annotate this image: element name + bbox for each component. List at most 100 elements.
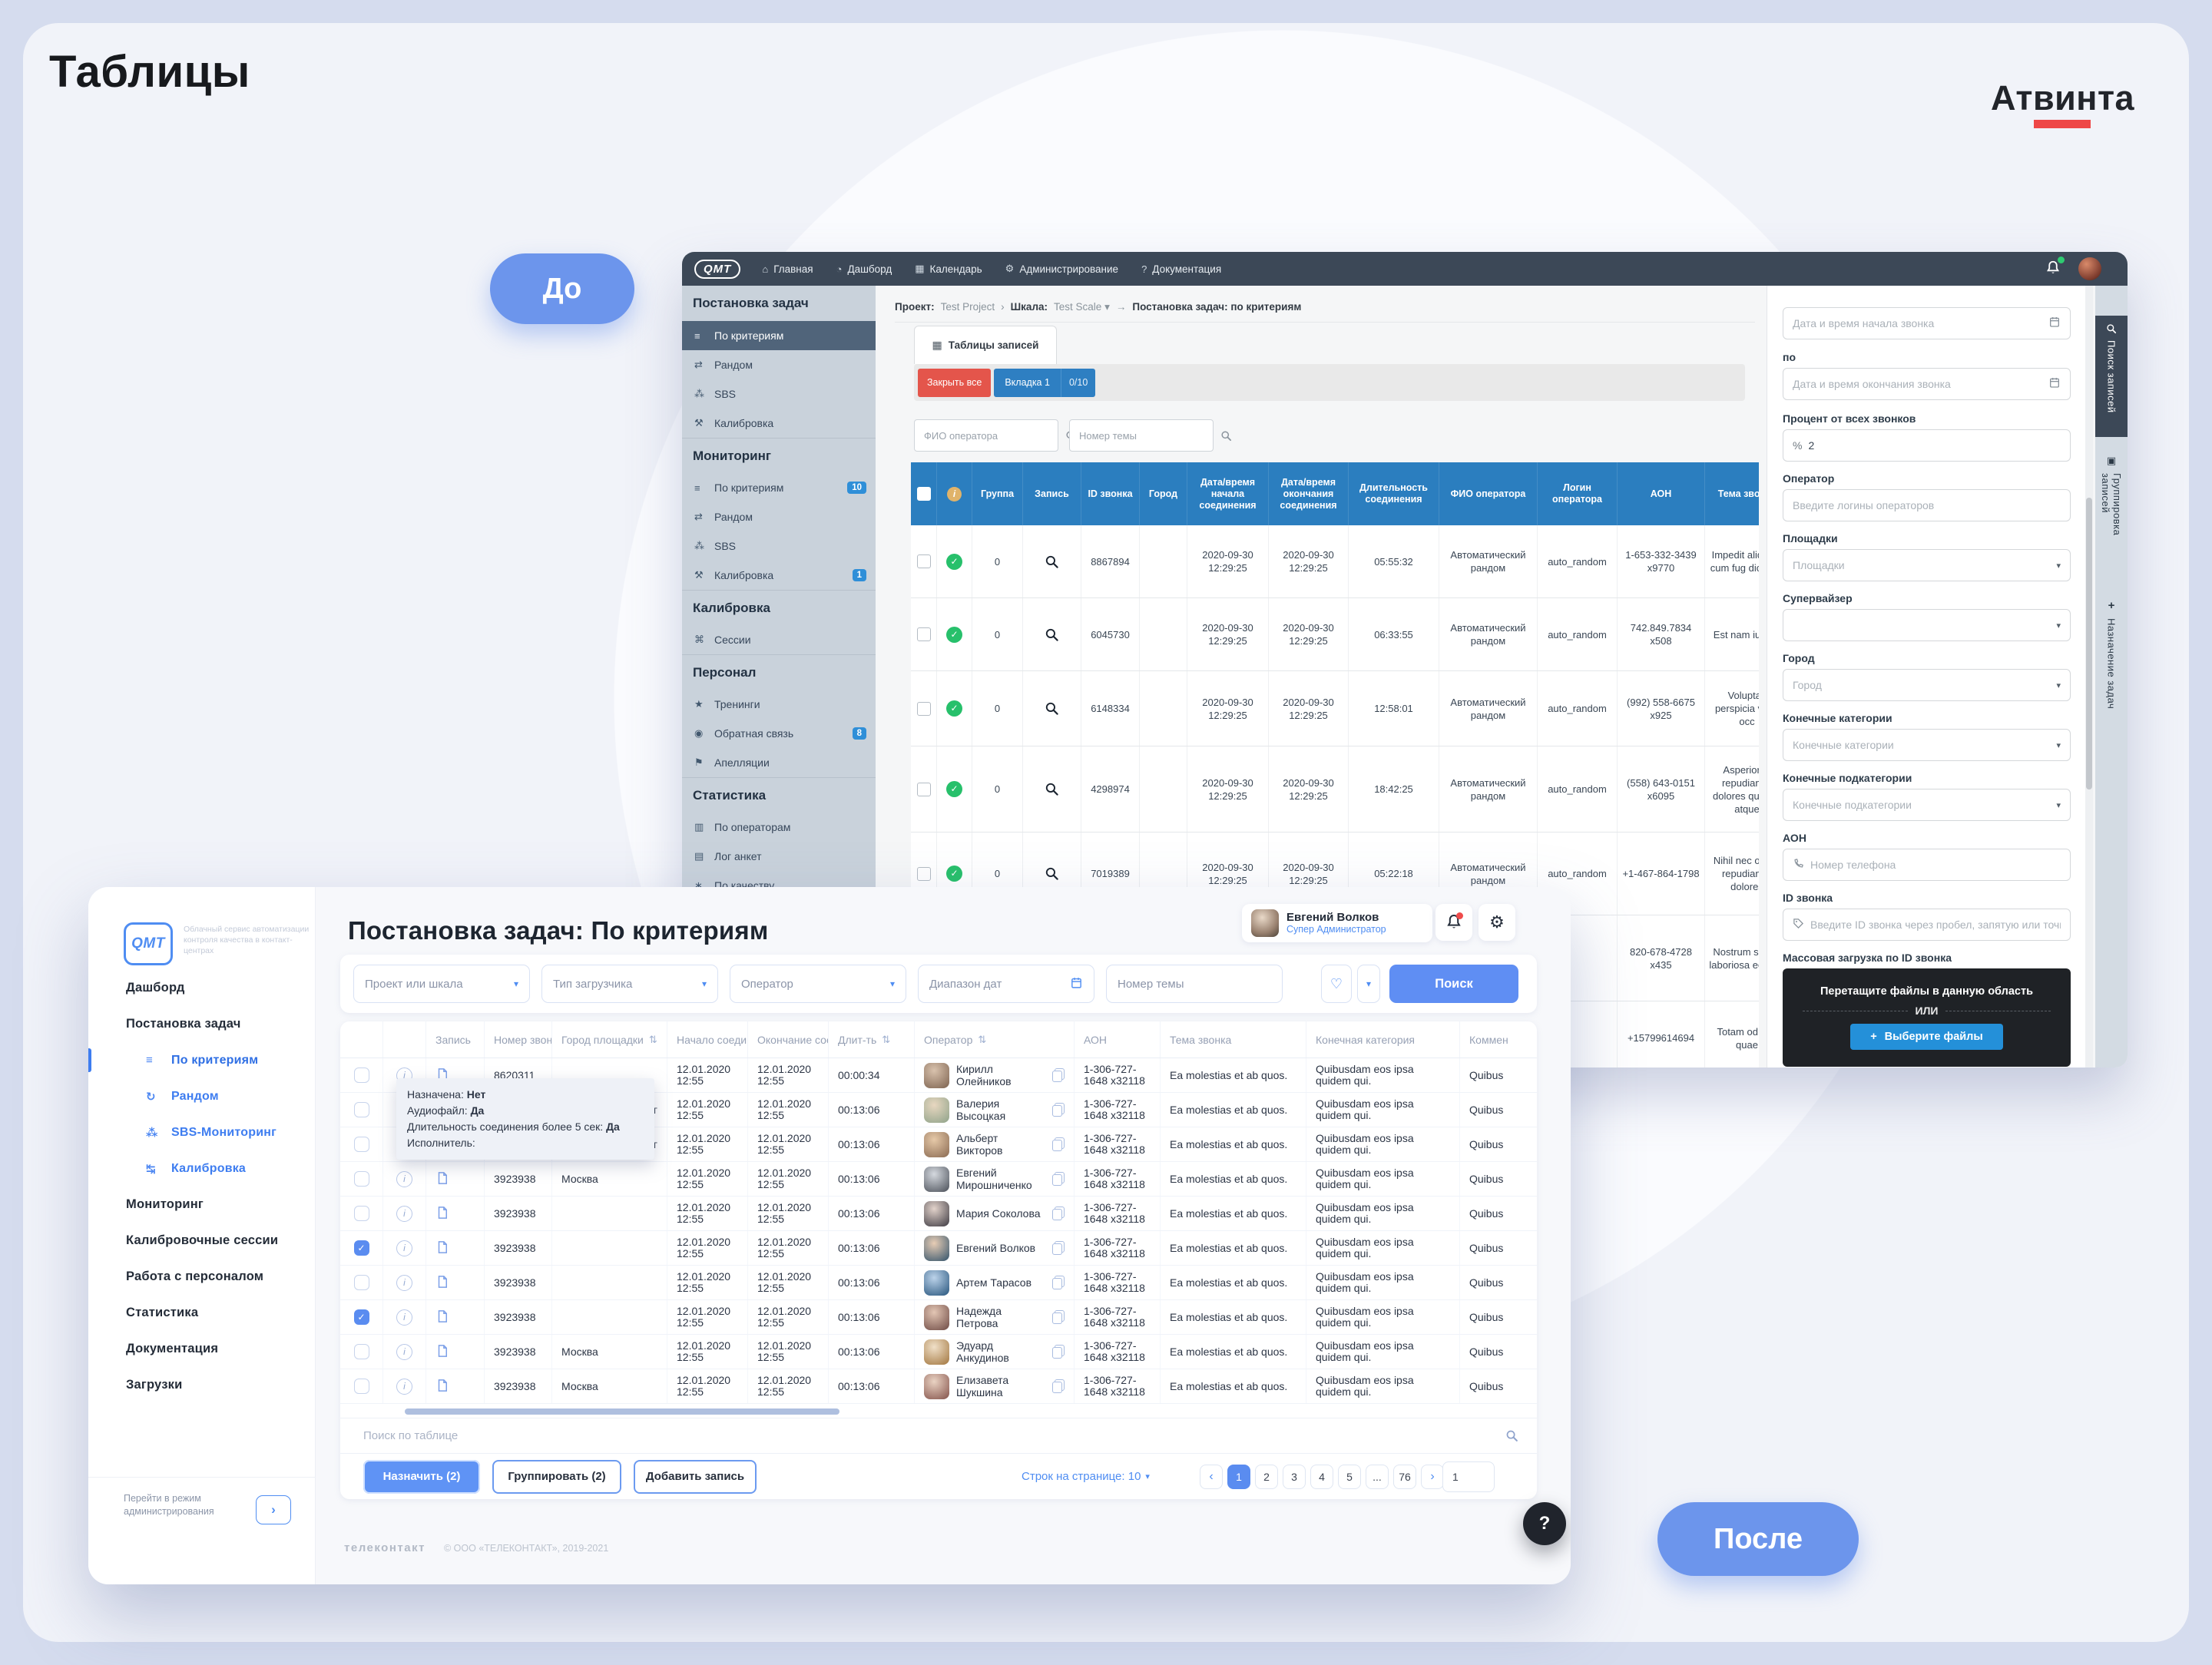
copy-icon[interactable]: [1052, 1345, 1065, 1359]
sidebar-item[interactable]: ⇄ Рандом: [682, 350, 876, 379]
table-row[interactable]: i 8620311 12.01.2020 12:55 12.01.2020 12…: [340, 1058, 1537, 1093]
page-button[interactable]: 4: [1310, 1464, 1333, 1489]
page-button[interactable]: 76: [1393, 1464, 1416, 1489]
sidebar-item[interactable]: Загрузки: [88, 1367, 316, 1403]
row-checkbox[interactable]: [353, 1344, 369, 1359]
page-button[interactable]: 2: [1255, 1464, 1278, 1489]
column-header[interactable]: Запись⇅: [426, 1021, 485, 1058]
page-button[interactable]: 3: [1283, 1464, 1306, 1489]
choose-files-button[interactable]: + Выберите файлы: [1850, 1024, 2003, 1050]
sidebar-item[interactable]: Дашборд: [88, 970, 316, 1006]
header-select-all[interactable]: [911, 462, 937, 525]
help-button[interactable]: ?: [1523, 1502, 1566, 1545]
column-header[interactable]: ID звонка: [1081, 462, 1140, 525]
copy-icon[interactable]: [1052, 1068, 1065, 1082]
column-header[interactable]: АОН: [1618, 462, 1705, 525]
date-range-field[interactable]: Диапазон дат: [918, 965, 1094, 1003]
phone-number-input[interactable]: [1810, 859, 2061, 871]
sidebar-item[interactable]: Калибровка: [682, 590, 876, 625]
column-header[interactable]: Логин оператора: [1538, 462, 1618, 525]
operator-field[interactable]: [1783, 489, 2071, 521]
record-zoom-icon[interactable]: [1045, 554, 1059, 569]
file-dropzone[interactable]: Перетащите файлы в данную область ИЛИ + В…: [1783, 968, 2071, 1067]
expand-filters-button[interactable]: ▾: [1357, 965, 1380, 1003]
record-zoom-icon[interactable]: [1045, 782, 1059, 796]
theme-number-input[interactable]: [1118, 977, 1271, 991]
scale-dropdown[interactable]: Test Scale ▾: [1054, 300, 1110, 313]
loader-type-select[interactable]: Тип загрузчика ▾: [541, 965, 718, 1003]
row-checkbox[interactable]: [916, 782, 931, 796]
column-header[interactable]: Тема звонка⇅: [1161, 1021, 1306, 1058]
copy-icon[interactable]: [1052, 1379, 1065, 1393]
column-header[interactable]: Дата/время окончания соединения: [1269, 462, 1349, 525]
info-icon[interactable]: i: [396, 1378, 412, 1395]
record-zoom-icon[interactable]: [1045, 627, 1059, 642]
date-end-input[interactable]: [1793, 378, 2042, 390]
record-file-icon[interactable]: [435, 1378, 449, 1395]
search-button[interactable]: Поиск: [1389, 965, 1518, 1003]
sidebar-item[interactable]: ⚒ Калибровка: [682, 409, 876, 438]
horizontal-scrollbar[interactable]: [405, 1408, 839, 1415]
row-checkbox[interactable]: [916, 866, 931, 881]
aon-field[interactable]: [1783, 849, 2071, 881]
column-header[interactable]: ⇅: [340, 1021, 383, 1058]
sidebar-item[interactable]: Калибровочные сессии: [88, 1223, 316, 1259]
column-header[interactable]: Тема звонка: [1705, 462, 1759, 525]
info-icon[interactable]: i: [396, 1309, 412, 1326]
panel-scrollbar[interactable]: [2085, 286, 2093, 1068]
row-checkbox[interactable]: [353, 1379, 369, 1394]
sidebar-item[interactable]: Мониторинг: [88, 1187, 316, 1223]
sidebar-item[interactable]: Постановка задач: [682, 286, 876, 321]
page-jump-input[interactable]: [1442, 1461, 1495, 1492]
tab-group-records[interactable]: ▣ Группировка записей: [2100, 455, 2123, 536]
nav-menu-item[interactable]: ◔ Дашборд: [836, 263, 892, 275]
column-header[interactable]: АОН⇅: [1075, 1021, 1161, 1058]
avatar[interactable]: [2078, 257, 2101, 280]
column-header[interactable]: Город площадки ⇅: [552, 1021, 667, 1058]
categories-select[interactable]: Конечные категории ▾: [1783, 729, 2071, 761]
column-header[interactable]: Начало соединения⇅: [667, 1021, 748, 1058]
sort-icon[interactable]: ⇅: [882, 1033, 891, 1045]
table-row[interactable]: i 3923938 12.01.2020 12:55 12.01.2020 12…: [340, 1300, 1537, 1335]
date-start-field[interactable]: [1783, 307, 2071, 339]
sidebar-item[interactable]: ⚑ Апелляции: [682, 748, 876, 777]
record-zoom-icon[interactable]: [1045, 701, 1059, 716]
page-button[interactable]: ›: [1421, 1464, 1444, 1489]
sidebar-item[interactable]: ≡ По критериям 10: [682, 473, 876, 502]
sidebar-item[interactable]: ▥ По операторам: [682, 813, 876, 842]
nav-menu-item[interactable]: ? Документация: [1141, 263, 1222, 275]
info-icon[interactable]: i: [396, 1343, 412, 1360]
nav-menu-item[interactable]: ⚙ Администрирование: [1005, 263, 1119, 275]
column-header[interactable]: ФИО оператора: [1439, 462, 1538, 525]
close-all-button[interactable]: Закрыть все: [918, 368, 992, 397]
column-header[interactable]: Оператор ⇅: [915, 1021, 1075, 1058]
sidebar-item[interactable]: ⚒ Калибровка 1: [682, 561, 876, 590]
admin-mode-link[interactable]: Перейти в режим администрирования: [124, 1493, 214, 1517]
sidebar-item[interactable]: ⌘ Сессии: [682, 625, 876, 654]
column-header[interactable]: Номер звонка⇅: [485, 1021, 552, 1058]
copy-icon[interactable]: [1052, 1207, 1065, 1220]
row-checkbox[interactable]: [916, 554, 931, 568]
row-checkbox[interactable]: [353, 1137, 369, 1152]
sidebar-item[interactable]: Работа с персоналом: [88, 1259, 316, 1295]
sidebar-item[interactable]: Мониторинг: [682, 438, 876, 473]
column-header[interactable]: Длительность соединения: [1349, 462, 1439, 525]
user-card[interactable]: Евгений Волков Супер Администратор: [1242, 904, 1432, 942]
row-checkbox[interactable]: [916, 627, 931, 641]
sidebar-item[interactable]: ⁂ SBS: [682, 531, 876, 561]
record-zoom-icon[interactable]: [1045, 866, 1059, 881]
bell-icon[interactable]: [2045, 257, 2065, 279]
column-header[interactable]: Окончание соединения⇅: [748, 1021, 829, 1058]
copy-icon[interactable]: [1052, 1172, 1065, 1186]
sidebar-item[interactable]: Персонал: [682, 654, 876, 690]
theme-search-field[interactable]: [1069, 419, 1214, 452]
page-button[interactable]: 1: [1227, 1464, 1250, 1489]
group-button[interactable]: Группировать (2): [492, 1459, 621, 1494]
column-header[interactable]: Коммен⇅: [1460, 1021, 1537, 1058]
percent-input[interactable]: [1808, 439, 2061, 452]
sidebar-item[interactable]: ↹ Калибровка: [88, 1150, 316, 1187]
date-end-field[interactable]: [1783, 368, 2071, 400]
record-file-icon[interactable]: [435, 1170, 449, 1188]
info-icon[interactable]: i: [396, 1205, 412, 1222]
sidebar-item[interactable]: ↻ Рандом: [88, 1078, 316, 1114]
